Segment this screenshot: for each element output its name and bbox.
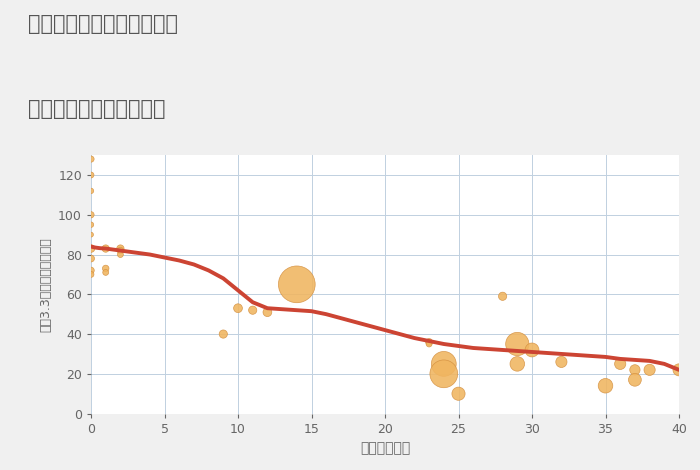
Point	[291, 281, 302, 288]
Point	[438, 360, 449, 368]
Point	[526, 346, 538, 354]
Point	[673, 366, 685, 374]
Text: 兵庫県姫路市安富町栃原の: 兵庫県姫路市安富町栃原の	[28, 14, 178, 34]
Point	[85, 171, 97, 179]
Point	[629, 366, 641, 374]
Point	[600, 382, 611, 390]
Point	[85, 221, 97, 228]
Point	[629, 376, 641, 384]
Point	[512, 340, 523, 348]
Point	[262, 308, 273, 316]
Point	[218, 330, 229, 338]
Point	[100, 265, 111, 272]
Y-axis label: 坪（3.3㎡）単価（万円）: 坪（3.3㎡）単価（万円）	[39, 237, 52, 332]
Point	[85, 255, 97, 262]
Point	[644, 366, 655, 374]
Point	[115, 245, 126, 252]
Point	[438, 370, 449, 377]
Point	[556, 358, 567, 366]
Point	[100, 245, 111, 252]
Point	[247, 306, 258, 314]
Point	[100, 269, 111, 276]
Text: 築年数別中古戸建て価格: 築年数別中古戸建て価格	[28, 99, 165, 119]
Point	[85, 271, 97, 278]
Point	[512, 360, 523, 368]
Point	[424, 340, 435, 348]
X-axis label: 築年数（年）: 築年数（年）	[360, 441, 410, 455]
Point	[85, 245, 97, 252]
Point	[115, 247, 126, 254]
Point	[232, 305, 244, 312]
Point	[85, 155, 97, 163]
Point	[85, 266, 97, 274]
Point	[424, 338, 435, 346]
Point	[85, 211, 97, 219]
Point	[497, 292, 508, 300]
Point	[615, 360, 626, 368]
Point	[453, 390, 464, 398]
Point	[85, 187, 97, 195]
Point	[115, 251, 126, 258]
Point	[85, 231, 97, 238]
